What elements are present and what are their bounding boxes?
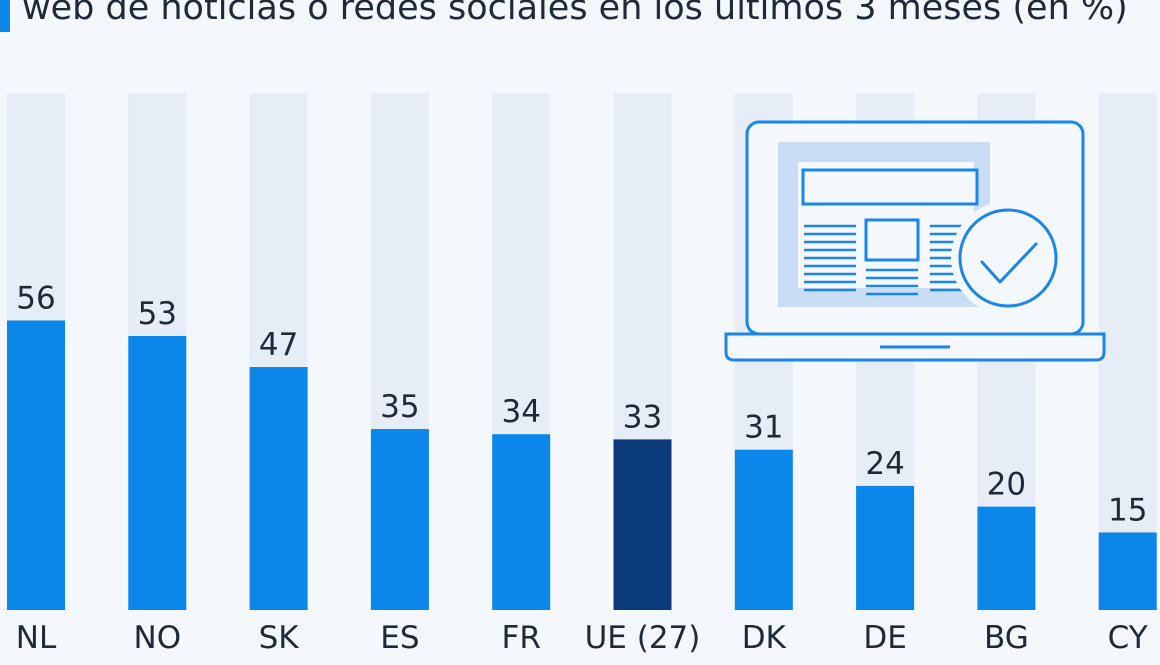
value-label-ue-27: 33 (623, 399, 662, 435)
bar-de (856, 485, 915, 610)
value-label-cy: 15 (1108, 492, 1147, 528)
category-label-sk: SK (259, 620, 300, 656)
bar-dk (734, 449, 793, 610)
bar-sk (249, 367, 308, 610)
bar-nl (7, 320, 65, 610)
category-label-no: NO (134, 620, 182, 656)
laptop-news-check-icon (724, 120, 1106, 362)
bar-fr (492, 434, 551, 610)
bars (7, 320, 1157, 610)
bar-es (370, 429, 429, 610)
category-label-es: ES (380, 620, 419, 656)
bar-bg (977, 506, 1036, 610)
value-label-es: 35 (380, 389, 419, 425)
value-label-no: 53 (138, 296, 177, 332)
value-label-de: 24 (865, 446, 904, 482)
bar-no (128, 335, 187, 610)
bar-track-cy (1098, 93, 1157, 610)
category-label-fr: FR (502, 620, 541, 656)
category-label-dk: DK (742, 620, 787, 656)
bar-ue-27 (613, 439, 672, 610)
value-label-sk: 47 (259, 327, 298, 363)
value-label-dk: 31 (744, 410, 783, 446)
category-label-cy: CY (1108, 620, 1148, 656)
category-labels: NL NO SK ES FR UE (27) DK DE BG CY (16, 620, 1148, 656)
category-label-bg: BG (984, 620, 1029, 656)
value-labels: 56 53 47 35 34 33 31 24 20 15 (16, 280, 1147, 528)
value-label-fr: 34 (501, 394, 540, 430)
category-label-nl: NL (16, 620, 57, 656)
bar-cy (1098, 532, 1157, 610)
subtitle-accent-bar (0, 0, 10, 32)
chart-subtitle: web de noticias o redes sociales en los … (22, 0, 1128, 28)
category-label-de: DE (863, 620, 906, 656)
value-label-bg: 20 (987, 467, 1026, 503)
category-label-ue-27: UE (27) (585, 620, 701, 656)
value-label-nl: 56 (16, 280, 55, 316)
